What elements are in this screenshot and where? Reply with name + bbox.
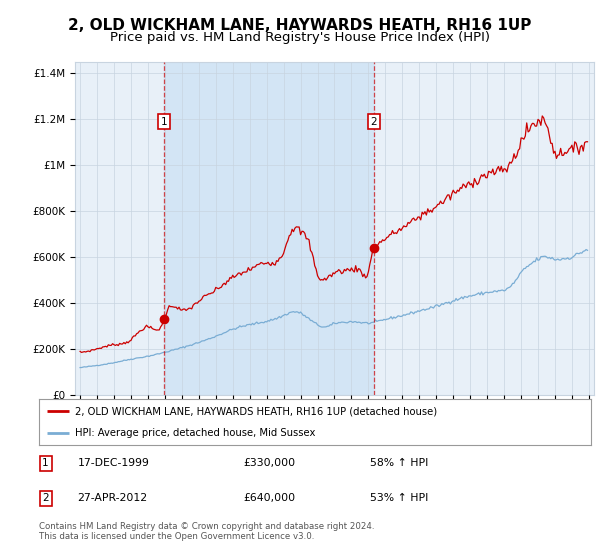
Text: £330,000: £330,000 xyxy=(243,459,295,468)
Text: 17-DEC-1999: 17-DEC-1999 xyxy=(77,459,149,468)
Text: 58% ↑ HPI: 58% ↑ HPI xyxy=(370,459,428,468)
Text: HPI: Average price, detached house, Mid Sussex: HPI: Average price, detached house, Mid … xyxy=(75,428,315,438)
Text: 2: 2 xyxy=(371,116,377,127)
Text: £640,000: £640,000 xyxy=(243,493,295,503)
Text: 27-APR-2012: 27-APR-2012 xyxy=(77,493,148,503)
Text: Price paid vs. HM Land Registry's House Price Index (HPI): Price paid vs. HM Land Registry's House … xyxy=(110,31,490,44)
Text: 2, OLD WICKHAM LANE, HAYWARDS HEATH, RH16 1UP: 2, OLD WICKHAM LANE, HAYWARDS HEATH, RH1… xyxy=(68,18,532,34)
Text: 1: 1 xyxy=(43,459,49,468)
Text: 2: 2 xyxy=(43,493,49,503)
Text: Contains HM Land Registry data © Crown copyright and database right 2024.
This d: Contains HM Land Registry data © Crown c… xyxy=(39,522,374,542)
Text: 53% ↑ HPI: 53% ↑ HPI xyxy=(370,493,428,503)
Text: 2, OLD WICKHAM LANE, HAYWARDS HEATH, RH16 1UP (detached house): 2, OLD WICKHAM LANE, HAYWARDS HEATH, RH1… xyxy=(75,406,437,416)
Text: 1: 1 xyxy=(161,116,167,127)
